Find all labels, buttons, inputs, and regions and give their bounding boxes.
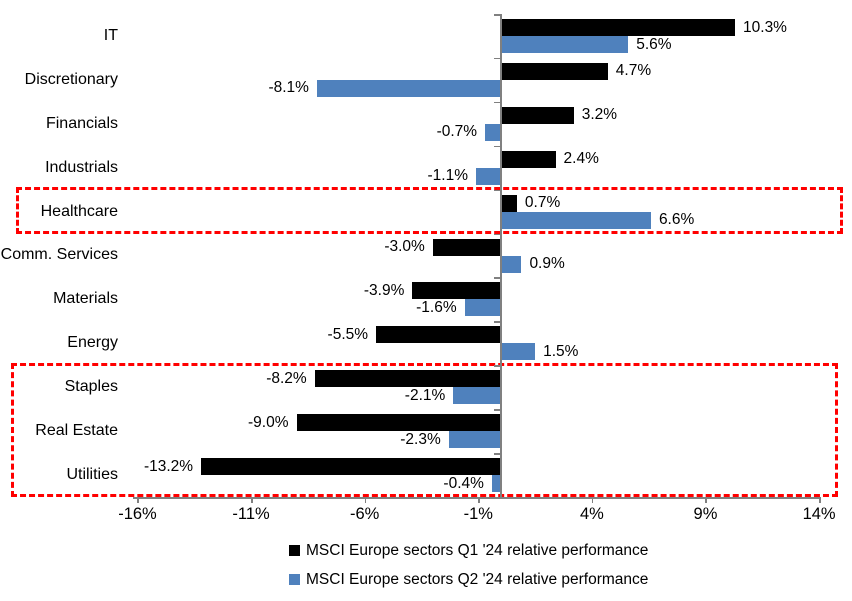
y-axis-tick bbox=[494, 321, 501, 323]
x-axis-line bbox=[133, 497, 820, 499]
q2-bar-discretionary bbox=[316, 79, 501, 97]
q2-bar-it bbox=[501, 36, 629, 53]
x-axis-tick bbox=[705, 497, 707, 503]
y-axis-tick bbox=[494, 14, 501, 16]
x-tick-label: -16% bbox=[118, 505, 157, 523]
legend-item-q1: MSCI Europe sectors Q1 '24 relative perf… bbox=[289, 536, 648, 565]
q2-series-swatch-icon bbox=[289, 574, 300, 585]
y-axis-tick bbox=[494, 409, 501, 411]
x-axis-tick bbox=[591, 497, 594, 503]
q1-bar-utilities bbox=[201, 458, 501, 476]
q2-bar-energy bbox=[501, 343, 536, 361]
value-label: 2.4% bbox=[563, 150, 599, 168]
chart-legend: MSCI Europe sectors Q1 '24 relative perf… bbox=[289, 536, 648, 594]
q1-bar-healthcare bbox=[501, 194, 517, 212]
category-label-industrials: Industrials bbox=[45, 158, 118, 176]
value-label: 6.6% bbox=[658, 211, 695, 229]
category-label-discretionary: Discretionary bbox=[24, 70, 118, 88]
q2-bar-healthcare bbox=[501, 211, 651, 229]
y-axis-tick bbox=[494, 453, 501, 455]
y-axis-tick bbox=[494, 189, 501, 192]
x-tick-label: 4% bbox=[579, 505, 604, 523]
y-axis-tick bbox=[494, 57, 501, 60]
category-label-utilities: Utilities bbox=[66, 466, 118, 484]
category-label-staples: Staples bbox=[64, 378, 118, 396]
x-axis-tick bbox=[819, 497, 821, 503]
q1-bar-staples bbox=[314, 370, 501, 388]
value-label: -2.1% bbox=[404, 386, 446, 404]
y-axis-tick bbox=[494, 277, 501, 279]
category-label-financials: Financials bbox=[45, 114, 118, 132]
legend-label-q2: MSCI Europe sectors Q2 '24 relative perf… bbox=[306, 570, 649, 588]
legend-item-q2: MSCI Europe sectors Q2 '24 relative perf… bbox=[289, 565, 648, 594]
q2-bar-utilities bbox=[491, 475, 501, 493]
category-label-healthcare: Healthcare bbox=[40, 202, 118, 220]
y-axis-tick bbox=[494, 365, 501, 367]
value-label: 3.2% bbox=[581, 106, 618, 124]
value-label: -9.0% bbox=[248, 413, 289, 431]
value-label: -5.5% bbox=[327, 325, 369, 343]
category-label-it: IT bbox=[103, 26, 118, 44]
q1-bar-it bbox=[501, 19, 736, 36]
q2-bar-staples bbox=[453, 387, 501, 405]
y-axis-tick bbox=[494, 145, 501, 148]
q1-bar-industrials bbox=[501, 150, 556, 168]
value-label: -0.7% bbox=[436, 123, 478, 141]
x-tick-label: -11% bbox=[232, 505, 270, 523]
q1-bar-comm-services bbox=[432, 238, 501, 256]
value-label: -13.2% bbox=[143, 457, 194, 475]
x-axis-tick bbox=[364, 497, 367, 503]
q1-bar-materials bbox=[412, 282, 501, 300]
value-label: 1.5% bbox=[543, 342, 579, 360]
q1-bar-energy bbox=[376, 326, 501, 344]
q1-bar-real-estate bbox=[296, 414, 501, 432]
x-axis-tick bbox=[478, 497, 480, 503]
q2-bar-industrials bbox=[476, 167, 501, 185]
value-label: -1.1% bbox=[427, 167, 469, 185]
category-label-energy: Energy bbox=[67, 334, 118, 352]
q1-series-swatch-icon bbox=[289, 545, 300, 556]
value-label: -2.3% bbox=[400, 430, 441, 448]
value-label: 4.7% bbox=[615, 62, 652, 80]
q2-bar-materials bbox=[464, 299, 501, 317]
q2-bar-financials bbox=[485, 123, 501, 141]
value-label: -8.1% bbox=[268, 79, 309, 97]
value-label: -3.0% bbox=[384, 238, 425, 256]
category-label-comm-services: Comm. Services bbox=[0, 246, 118, 264]
value-label: -0.4% bbox=[443, 474, 484, 492]
q1-bar-discretionary bbox=[501, 62, 608, 80]
value-label: 0.9% bbox=[529, 255, 565, 273]
x-axis-tick bbox=[251, 497, 253, 503]
y-axis-line bbox=[500, 14, 502, 497]
x-axis-tick bbox=[137, 497, 139, 503]
q2-bar-comm-services bbox=[501, 255, 522, 273]
value-label: 0.7% bbox=[524, 194, 561, 212]
q1-bar-financials bbox=[501, 106, 574, 124]
q2-bar-real-estate bbox=[448, 431, 501, 449]
value-label: -1.6% bbox=[416, 298, 457, 316]
category-label-materials: Materials bbox=[53, 290, 118, 308]
y-axis-tick bbox=[494, 233, 501, 236]
category-label-real-estate: Real Estate bbox=[35, 422, 118, 440]
legend-label-q1: MSCI Europe sectors Q1 '24 relative perf… bbox=[306, 541, 649, 559]
healthcare-highlight bbox=[16, 187, 843, 234]
x-tick-label: 9% bbox=[693, 505, 718, 523]
x-tick-label: -1% bbox=[463, 505, 493, 523]
y-axis-tick bbox=[494, 101, 501, 104]
value-label: -8.2% bbox=[266, 369, 307, 387]
value-label: -3.9% bbox=[363, 281, 405, 299]
x-tick-label: -6% bbox=[350, 505, 380, 523]
x-tick-label: 14% bbox=[802, 505, 836, 523]
value-label: 5.6% bbox=[636, 35, 672, 53]
value-label: 10.3% bbox=[743, 18, 787, 36]
